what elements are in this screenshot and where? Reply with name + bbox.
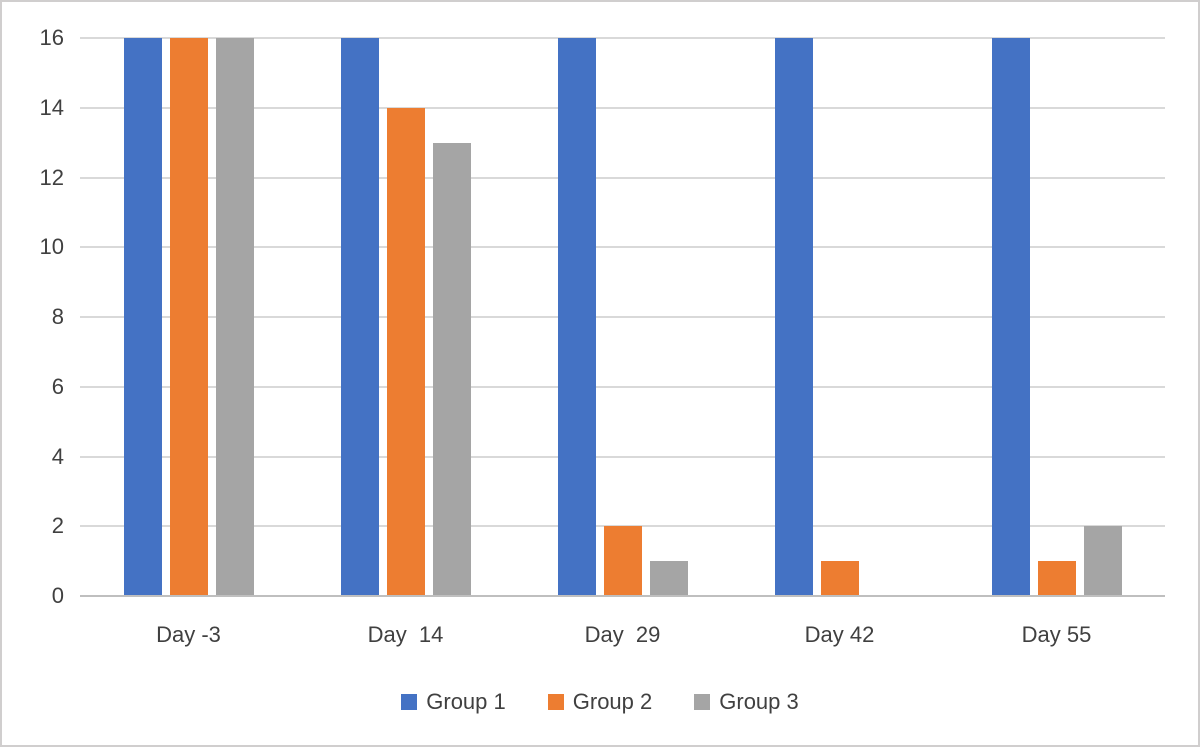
bar-group-1-day-42 bbox=[774, 38, 813, 596]
y-tick-label: 12 bbox=[39, 164, 64, 190]
bar-group-3-day-55 bbox=[1083, 526, 1122, 596]
gridline bbox=[80, 176, 1165, 179]
y-tick-label: 2 bbox=[51, 513, 64, 539]
y-tick-label: 14 bbox=[39, 94, 64, 120]
gridline bbox=[80, 316, 1165, 318]
x-tick-label-day--3: Day -3 bbox=[156, 622, 221, 647]
x-tick-label-day-29: Day 29 bbox=[584, 622, 661, 647]
y-tick-label: 4 bbox=[51, 443, 64, 469]
legend: Group 1 Group 2 Group 3 bbox=[2, 688, 1198, 716]
bar-group-2-day--3 bbox=[169, 38, 208, 596]
gridline bbox=[80, 385, 1165, 388]
legend-item-group-2: Group 2 bbox=[547, 688, 653, 716]
legend-label: Group 2 bbox=[572, 689, 653, 714]
gridline bbox=[80, 106, 1165, 109]
gridline bbox=[80, 246, 1165, 249]
legend-swatch-icon bbox=[694, 694, 711, 710]
y-tick-label: 8 bbox=[51, 304, 64, 329]
bar-group-2-day-42 bbox=[820, 561, 859, 596]
gridline bbox=[80, 37, 1165, 39]
bar-group-1-day-55 bbox=[991, 38, 1030, 596]
legend-label: Group 1 bbox=[426, 689, 506, 714]
bar-group-3-day--3 bbox=[215, 38, 254, 596]
bar-group-1-day-14 bbox=[340, 38, 379, 596]
x-tick-label-day-42: Day 42 bbox=[804, 622, 875, 647]
y-tick-label: 16 bbox=[39, 25, 64, 50]
x-tick-label-day-14: Day 14 bbox=[367, 622, 444, 647]
y-tick-label: 0 bbox=[51, 583, 64, 608]
bar-group-3-day-14 bbox=[432, 142, 471, 596]
bar-group-1-day-29 bbox=[557, 38, 596, 596]
y-tick-label: 6 bbox=[51, 373, 64, 399]
bar-group-3-day-29 bbox=[649, 561, 688, 596]
bar-group-1-day--3 bbox=[123, 38, 162, 596]
x-tick-label-day-55: Day 55 bbox=[1021, 622, 1092, 647]
gridline bbox=[80, 455, 1165, 458]
legend-item-group-3: Group 3 bbox=[694, 688, 799, 716]
legend-swatch-icon bbox=[401, 694, 418, 710]
bar-group-2-day-29 bbox=[603, 526, 642, 596]
bar-group-2-day-55 bbox=[1037, 561, 1076, 596]
y-tick-label: 10 bbox=[39, 234, 64, 260]
legend-label: Group 3 bbox=[719, 689, 799, 714]
legend-swatch-icon bbox=[547, 694, 564, 710]
bar-group-2-day-14 bbox=[386, 107, 425, 596]
legend-item-group-1: Group 1 bbox=[401, 688, 506, 716]
x-axis-line bbox=[80, 595, 1165, 597]
